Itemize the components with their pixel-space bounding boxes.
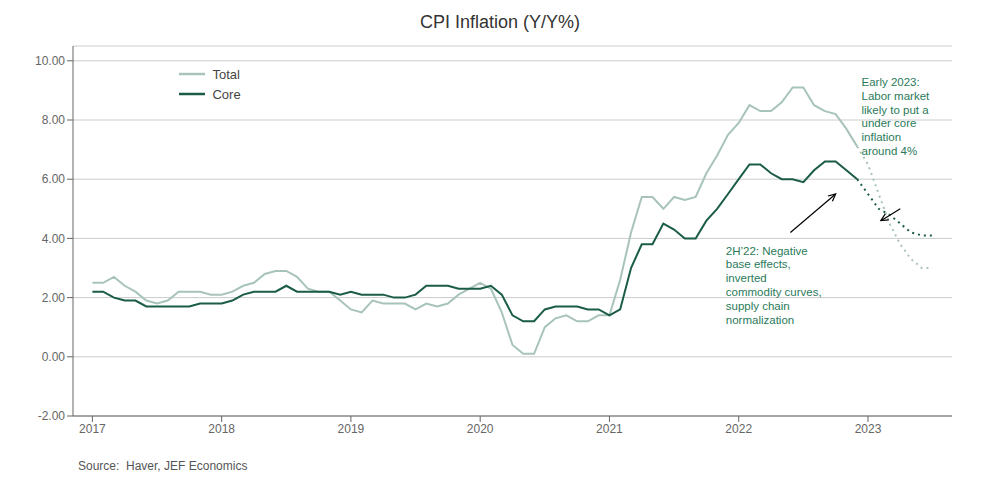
svg-text:2018: 2018 bbox=[208, 422, 235, 436]
html-text:CPI Inflation (Y/Y%): CPI Inflation (Y/Y%) bbox=[420, 12, 580, 32]
svg-text:0.00: 0.00 bbox=[42, 350, 66, 364]
svg-text:4.00: 4.00 bbox=[42, 232, 66, 246]
svg-text:2021: 2021 bbox=[596, 422, 623, 436]
html-text:Total: Total bbox=[212, 66, 240, 82]
svg-text:-2.00: -2.00 bbox=[38, 409, 66, 423]
svg-text:10.00: 10.00 bbox=[35, 54, 65, 68]
svg-text:2022: 2022 bbox=[725, 422, 752, 436]
svg-text:8.00: 8.00 bbox=[42, 113, 66, 127]
svg-text:2017: 2017 bbox=[79, 422, 106, 436]
svg-text:2020: 2020 bbox=[467, 422, 494, 436]
svg-text:6.00: 6.00 bbox=[42, 172, 66, 186]
svg-text:Early 2023:Labor marketlikely: Early 2023:Labor marketlikely to put aun… bbox=[862, 76, 931, 157]
html-text:Core: Core bbox=[212, 86, 241, 102]
svg-text:2023: 2023 bbox=[855, 422, 882, 436]
svg-text:2.00: 2.00 bbox=[42, 291, 66, 305]
html-text:Source: Haver, JEF Economics: Source: Haver, JEF Economics bbox=[78, 459, 248, 473]
svg-text:2H’22: Negativebase effects,in: 2H’22: Negativebase effects,invertedcomm… bbox=[726, 245, 822, 326]
svg-text:2019: 2019 bbox=[338, 422, 365, 436]
